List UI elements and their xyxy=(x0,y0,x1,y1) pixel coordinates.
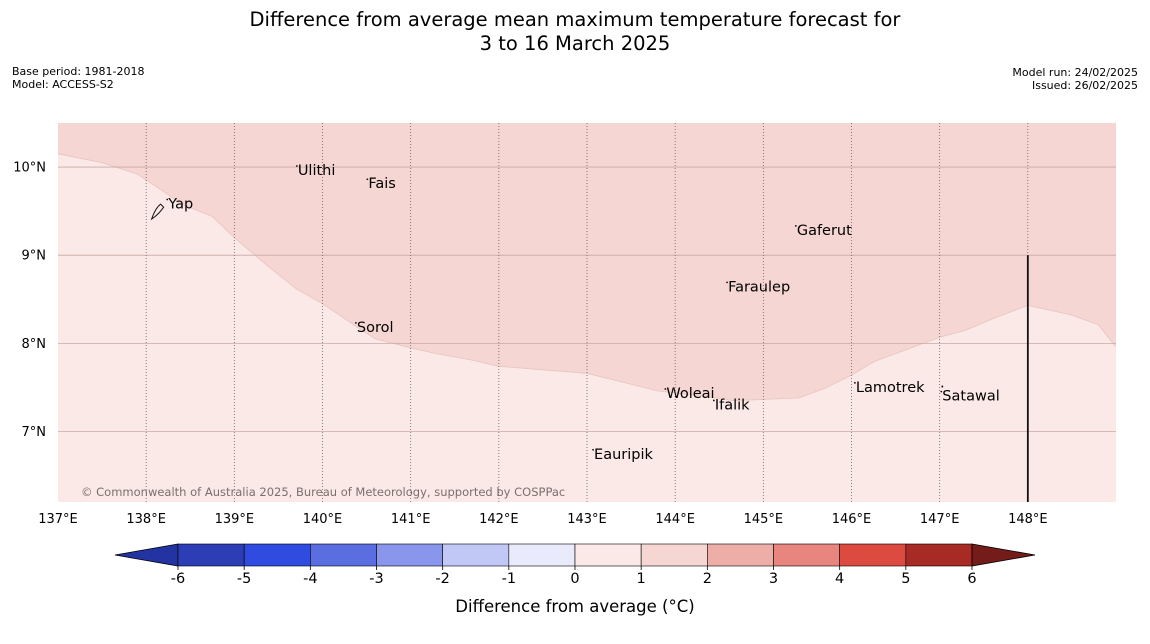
colorbar-swatch xyxy=(640,543,708,567)
issued-date: Issued: 26/02/2025 xyxy=(1031,79,1138,92)
island-dot xyxy=(354,321,357,324)
place-marker: Satawal xyxy=(940,389,1000,405)
place-label-sorol: Sorol xyxy=(357,320,394,336)
colorbar-swatch xyxy=(707,543,774,567)
colorbar-tick-label: 5 xyxy=(901,571,910,587)
colorbar-tick-label: 2 xyxy=(703,571,712,587)
colorbar-swatch xyxy=(376,543,443,567)
colorbar-swatch xyxy=(574,543,642,567)
colorbar: -6 -5 -4 -3 -2 -1 0 1 2 3 4 5 6 xyxy=(114,543,1036,587)
yap-island-outline xyxy=(150,203,165,221)
island-dot xyxy=(940,390,943,393)
lon-tick-label: 138°E xyxy=(126,512,166,527)
colorbar-tick-label: -5 xyxy=(237,571,251,587)
colorbar-tick-label: 1 xyxy=(637,571,646,587)
place-label-woleai: Woleai xyxy=(666,386,714,402)
lon-tick-label: 141°E xyxy=(391,512,431,527)
place-label-lamotrek: Lamotrek xyxy=(856,380,925,396)
place-marker: Sorol xyxy=(354,320,394,336)
place-marker: Ulithi xyxy=(295,163,336,179)
lat-tick-label: 8°N xyxy=(22,337,47,352)
colorbar-tick-label: -4 xyxy=(303,571,317,587)
colorbar-tick-label: 3 xyxy=(769,571,778,587)
lat-tick-label: 10°N xyxy=(13,161,46,176)
place-label-gaferut: Gaferut xyxy=(797,223,852,239)
place-marker: Ifalik xyxy=(712,397,750,413)
lat-tick-label: 9°N xyxy=(22,249,47,264)
colorbar-swatch xyxy=(508,543,576,567)
title-line-1: Difference from average mean maximum tem… xyxy=(249,8,901,31)
lon-tick-label: 144°E xyxy=(655,512,695,527)
title-line-2: 3 to 16 March 2025 xyxy=(479,32,671,55)
lon-tick-label: 148°E xyxy=(1008,512,1048,527)
place-marker: Woleai xyxy=(664,386,715,402)
lon-tick-label: 147°E xyxy=(920,512,960,527)
colorbar-tick-label: -1 xyxy=(502,571,516,587)
colorbar-swatch xyxy=(243,543,311,567)
lon-tick-label: 142°E xyxy=(479,512,519,527)
lon-tick-label: 145°E xyxy=(744,512,784,527)
model-name: Model: ACCESS-S2 xyxy=(12,78,114,91)
island-dot xyxy=(592,448,594,451)
lon-tick-label: 140°E xyxy=(303,512,343,527)
place-marker: Yap xyxy=(166,196,193,212)
place-marker: Faraulep xyxy=(726,279,790,295)
colorbar-swatch xyxy=(177,543,245,567)
anomaly-boundary-line xyxy=(57,153,1117,402)
colorbar-tick-label: -3 xyxy=(369,571,383,587)
island-dot xyxy=(854,381,856,384)
place-label-satawal: Satawal xyxy=(942,389,999,405)
lon-tick-label: 146°E xyxy=(832,512,872,527)
colorbar-extend-low xyxy=(114,543,179,567)
lon-tick-label: 137°E xyxy=(38,512,78,527)
island-dot xyxy=(166,198,169,201)
chart-title: Difference from average mean maximum tem… xyxy=(0,8,1150,56)
island-dot xyxy=(941,385,944,388)
place-label-faraulep: Faraulep xyxy=(728,279,790,295)
place-label-yap: Yap xyxy=(167,196,193,212)
island-dot xyxy=(794,225,797,227)
island-dot xyxy=(664,388,667,390)
model-run: Model run: 24/02/2025 xyxy=(1012,66,1138,79)
island-dot xyxy=(366,178,369,181)
colorbar-swatch xyxy=(773,543,840,567)
island-dot xyxy=(726,281,728,284)
axis-layer: 7°N 8°N 9°N 10°N 137°E 138°E 139°E 140°E 141°E 14… xyxy=(13,161,1047,527)
place-label-eauripik: Eauripik xyxy=(594,447,653,463)
lon-tick-label: 143°E xyxy=(567,512,607,527)
place-marker: Eauripik xyxy=(592,447,654,463)
meta-right: Model run: 24/02/2025 Issued: 26/02/2025 xyxy=(1012,66,1138,92)
place-marker: Lamotrek xyxy=(854,380,925,396)
place-label-ifalik: Ifalik xyxy=(715,397,750,413)
island-dot xyxy=(295,165,298,167)
copyright-notice: © Commonwealth of Australia 2025, Bureau… xyxy=(81,485,565,499)
map-layer: Yap Ulithi Fais Gaferut Faraulep Sorol Lamotre… xyxy=(57,123,1117,502)
place-marker: Gaferut xyxy=(794,223,852,239)
colorbar-swatch xyxy=(839,543,907,567)
colorbar-swatch xyxy=(442,543,510,567)
place-label-ulithi: Ulithi xyxy=(298,163,336,179)
colorbar-swatch xyxy=(310,543,377,567)
colorbar-tick-label: 6 xyxy=(967,571,976,587)
colorbar-tick-label: -6 xyxy=(171,571,185,587)
colorbar-tick-label: 4 xyxy=(835,571,844,587)
lon-tick-label: 139°E xyxy=(215,512,255,527)
place-marker: Fais xyxy=(366,176,396,192)
meta-left: Base period: 1981-2018 Model: ACCESS-S2 xyxy=(12,65,144,91)
island-dot xyxy=(712,399,715,402)
colorbar-swatch xyxy=(905,543,973,567)
colorbar-extend-high xyxy=(971,543,1036,567)
colorbar-tick-label: 0 xyxy=(570,571,579,587)
colorbar-tick-label: -2 xyxy=(435,571,449,587)
base-period: Base period: 1981-2018 xyxy=(12,65,145,78)
lat-tick-label: 7°N xyxy=(22,425,47,440)
place-label-fais: Fais xyxy=(368,176,395,192)
colorbar-label: Difference from average (°C) xyxy=(455,597,694,616)
